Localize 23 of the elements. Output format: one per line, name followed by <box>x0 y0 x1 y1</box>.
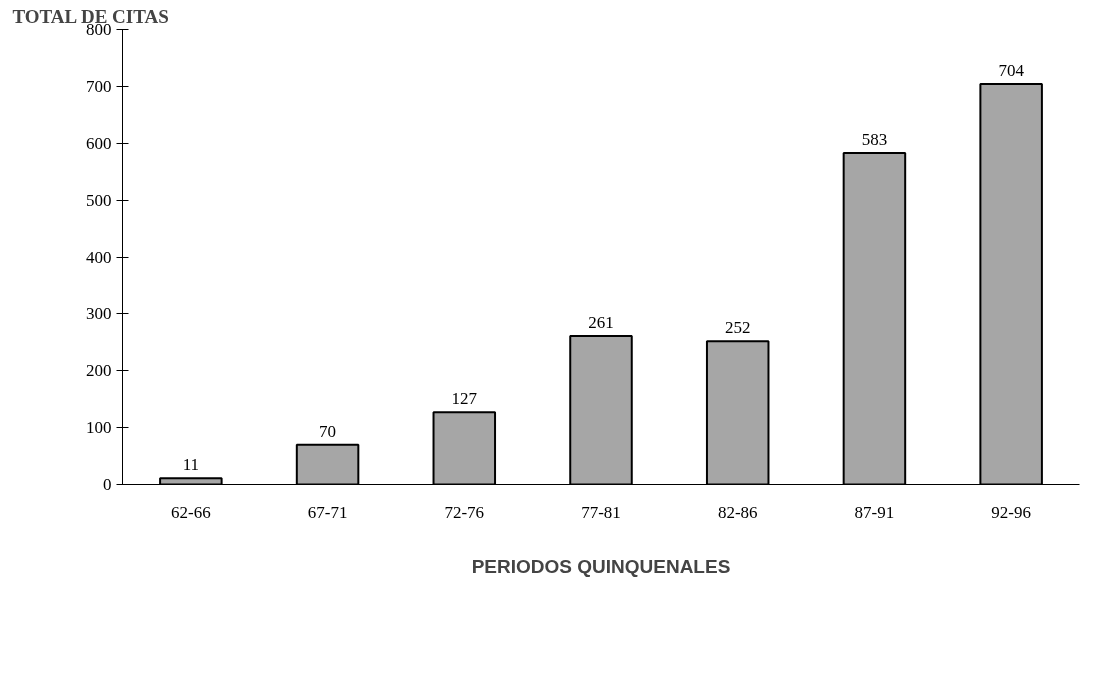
x-tick-label: 92-96 <box>991 502 1031 522</box>
x-tick-label: 87-91 <box>854 502 895 522</box>
x-axis-title: PERIODOS QUINQUENALES <box>471 555 731 577</box>
y-tick-label: 0 <box>103 475 112 494</box>
data-label: 252 <box>724 318 751 338</box>
x-tick-label: 67-71 <box>307 502 348 522</box>
data-label: 583 <box>861 129 888 149</box>
x-tick-label: 77-81 <box>581 502 621 522</box>
y-tick-label: 700 <box>86 76 112 96</box>
data-label: 11 <box>182 455 200 475</box>
data-label: 70 <box>319 421 337 441</box>
x-tick-label: 62-66 <box>171 502 211 522</box>
data-label: 127 <box>451 389 478 409</box>
y-tick-label: 100 <box>86 418 112 438</box>
data-label: 261 <box>588 313 614 333</box>
y-tick-label: 500 <box>86 190 112 210</box>
x-tick-label: 72-76 <box>444 502 485 522</box>
y-tick-label: 300 <box>86 304 112 324</box>
x-tick-label: 82-86 <box>717 502 758 522</box>
y-tick-label: 200 <box>86 361 112 381</box>
y-tick-label: 600 <box>86 133 112 153</box>
data-label: 704 <box>998 61 1025 81</box>
y-tick-label: 400 <box>86 247 112 267</box>
